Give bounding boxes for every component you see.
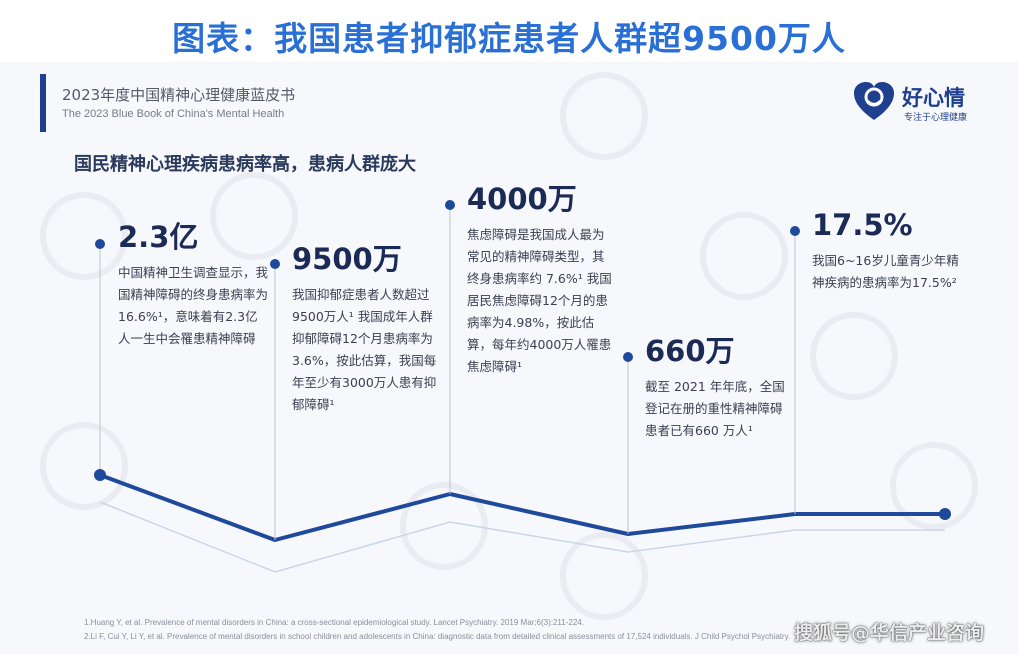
footnote-1: 1.Huang Y, et al. Prevalence of mental d…: [84, 618, 584, 627]
watermark-circle-icon: [560, 72, 648, 160]
watermark-circle-icon: [810, 312, 898, 400]
source-watermark: 搜狐号@华信产业咨询: [794, 622, 985, 644]
trend-lines: [94, 208, 951, 573]
main-trend-line: [99, 473, 945, 542]
stat-value: 660万: [645, 334, 735, 368]
stat-marker-dot: [95, 239, 105, 249]
page-title: 图表：我国患者抑郁症患者人群超9500万人: [172, 19, 846, 58]
stat-marker-dot: [270, 259, 280, 269]
stat-youth: 17.5% 我国6~16岁儿童青少年精神疾病的患病率为17.5%²: [812, 208, 962, 294]
stat-description: 我国6~16岁儿童青少年精神疾病的患病率为17.5%²: [812, 252, 959, 290]
infographic-slide: 2023年度中国精神心理健康蓝皮书 The 2023 Blue Book of …: [0, 62, 1018, 654]
watermark-circle-icon: [400, 482, 488, 570]
logo-tagline: 专注于心理健康: [904, 113, 968, 123]
watermark-circle-icon: [40, 422, 128, 510]
stat-marker-dot: [623, 352, 633, 362]
stat-description: 中国精神卫生调查显示，我国精神障碍的终身患病率为16.6%¹，意味着有2.3亿人…: [118, 264, 269, 346]
book-title: 2023年度中国精神心理健康蓝皮书: [62, 86, 296, 104]
watermark-circle-icon: [700, 212, 788, 300]
book-accent-bar: [40, 74, 46, 132]
endpoint-marker: [939, 508, 951, 520]
stat-value: 2.3亿: [118, 220, 199, 254]
watermark-circle-icon: [210, 172, 298, 260]
logo-name: 好心情: [902, 86, 965, 110]
book-subtitle: The 2023 Blue Book of China's Mental Hea…: [62, 108, 285, 120]
stat-marker-dot: [445, 200, 455, 210]
stat-description: 焦虑障碍是我国成人最为常见的精神障碍类型，其终身患病率约 7.6%¹ 我国居民焦…: [467, 226, 612, 374]
stat-marker-dot: [790, 226, 800, 236]
stat-severe-disorders: 660万 截至 2021 年年底，全国登记在册的重性精神障碍患者已有660 万人…: [645, 334, 785, 442]
stat-description: 我国抑郁症患者人数超过9500万人¹ 我国成年人群抑郁障碍12个月患病率为3.6…: [292, 286, 437, 412]
watermark-circle-icon: [560, 532, 648, 620]
watermark-circle-icon: [40, 192, 128, 280]
watermark-circle-icon: [890, 442, 978, 530]
stat-value: 4000万: [467, 182, 577, 216]
stat-description: 截至 2021 年年底，全国登记在册的重性精神障碍患者已有660 万人¹: [645, 378, 785, 438]
slide-subtitle: 国民精神心理疾病患病率高，患病人群庞大: [74, 154, 416, 175]
stat-value: 9500万: [292, 242, 402, 276]
stat-value: 17.5%: [812, 208, 913, 242]
endpoint-marker: [94, 469, 106, 481]
stat-anxiety: 4000万 焦虑障碍是我国成人最为常见的精神障碍类型，其终身患病率约 7.6%¹…: [467, 182, 615, 378]
stat-depression: 9500万 我国抑郁症患者人数超过9500万人¹ 我国成年人群抑郁障碍12个月患…: [292, 242, 437, 416]
footnote-2: 2.Li F, Cui Y, Li Y, et al. Prevalence o…: [84, 632, 791, 641]
stat-lifetime-prevalence: 2.3亿 中国精神卫生调查显示，我国精神障碍的终身患病率为16.6%¹，意味着有…: [118, 220, 269, 350]
background-trend-line: [99, 501, 945, 573]
heart-logo-icon: [854, 82, 894, 120]
brand-logo: 好心情 专注于心理健康: [852, 80, 982, 128]
